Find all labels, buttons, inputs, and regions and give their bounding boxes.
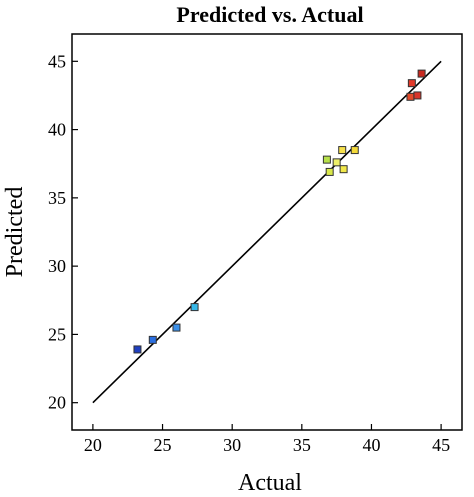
x-tick-label: 35 bbox=[293, 435, 311, 455]
y-tick-label: 20 bbox=[48, 393, 66, 413]
data-point bbox=[339, 165, 348, 174]
data-point bbox=[133, 345, 142, 354]
data-point bbox=[417, 69, 426, 78]
y-tick-label: 40 bbox=[48, 120, 66, 140]
x-tick-label: 40 bbox=[362, 435, 380, 455]
data-point bbox=[338, 146, 347, 155]
data-points bbox=[133, 69, 426, 354]
x-tick-label: 30 bbox=[223, 435, 241, 455]
x-axis-title: Actual bbox=[238, 470, 302, 496]
data-point bbox=[322, 155, 331, 164]
data-point bbox=[190, 303, 199, 312]
x-tick-label: 20 bbox=[84, 435, 102, 455]
data-point bbox=[413, 91, 422, 100]
data-point bbox=[406, 92, 415, 101]
plot-frame bbox=[71, 33, 463, 431]
data-point bbox=[350, 146, 359, 155]
y-axis-title: Predicted bbox=[2, 187, 28, 278]
data-point bbox=[407, 79, 416, 88]
y-tick-label: 35 bbox=[48, 188, 66, 208]
x-tick-label: 25 bbox=[154, 435, 172, 455]
data-point bbox=[148, 335, 157, 344]
y-tick-label: 30 bbox=[48, 256, 66, 276]
x-tick-label: 45 bbox=[432, 435, 450, 455]
reference-line-group bbox=[92, 60, 442, 404]
data-point bbox=[172, 323, 181, 332]
axis-ticks: 20 25 30 35 40 45 20 25 30 35 40 45 bbox=[48, 51, 450, 455]
data-point bbox=[325, 167, 334, 176]
data-point bbox=[332, 158, 341, 167]
chart-title: Predicted vs. Actual bbox=[176, 2, 363, 27]
y-tick-label: 45 bbox=[48, 51, 66, 71]
reference-line bbox=[92, 60, 442, 404]
y-tick-label: 25 bbox=[48, 324, 66, 344]
